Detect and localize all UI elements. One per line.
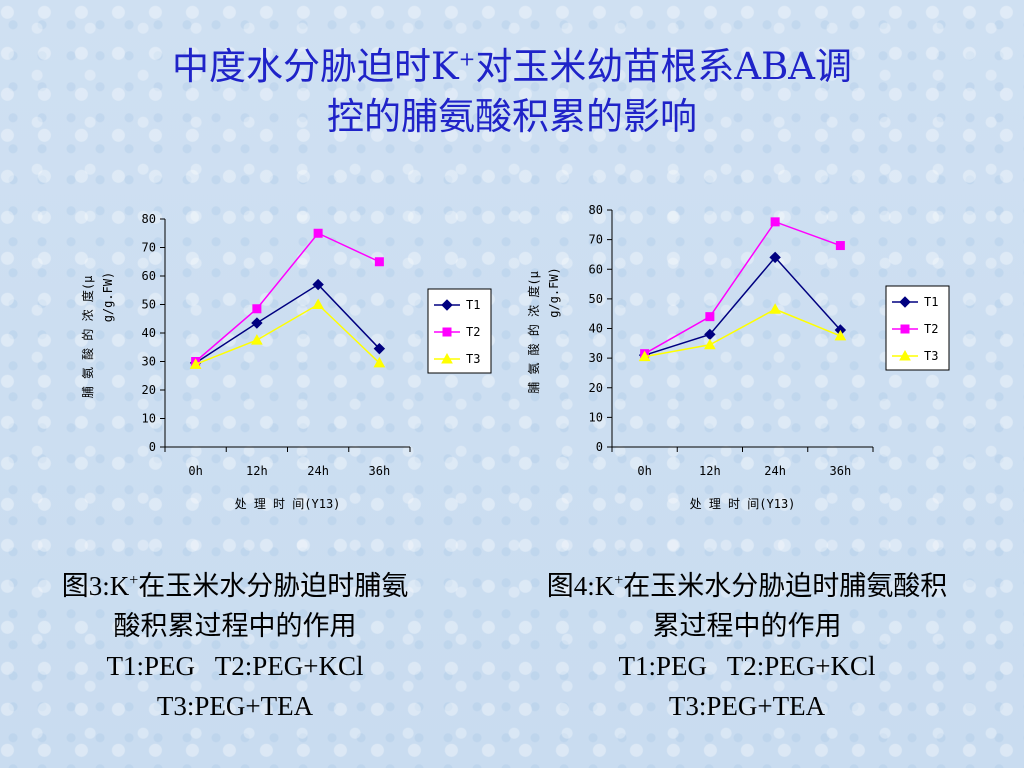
series-line-t3 bbox=[644, 308, 841, 358]
y-tick-label: 50 bbox=[589, 292, 603, 306]
y-axis-label-line-2: g/g.FW) bbox=[547, 267, 561, 318]
series-line-t3 bbox=[195, 303, 380, 366]
caption-treatments: T1:PEG T2:PEG+KCl bbox=[618, 651, 876, 681]
legend-label-t2: T2 bbox=[466, 325, 480, 339]
x-axis-label: 处 理 时 间(Y13) bbox=[235, 497, 341, 511]
data-point-t2 bbox=[313, 228, 323, 238]
y-tick-label: 0 bbox=[149, 440, 156, 454]
chart-figure-3: 0 10 20 30 40 50 60 70 80 0h 12h 24h 36h 处 理 时 间(Y13)… bbox=[40, 190, 530, 530]
title-line-1: 中度水分胁迫时K+对玉米幼苗根系ABA调 bbox=[172, 45, 852, 88]
caption-line-2: 酸积累过程中的作用 bbox=[113, 611, 357, 641]
y-tick-label: 40 bbox=[142, 326, 156, 340]
data-point-t3 bbox=[769, 303, 781, 314]
chart-figure-4: 0 10 20 30 40 50 60 70 80 0h 12h 24h 36h 处 理 时 间(Y13)… bbox=[490, 190, 980, 530]
series-line-t1 bbox=[195, 283, 380, 364]
slide-title: 中度水分胁迫时K+对玉米幼苗根系ABA调 控的脯氨酸积累的影响 bbox=[60, 42, 964, 142]
y-tick-label: 50 bbox=[142, 298, 156, 312]
data-point-t1 bbox=[251, 317, 263, 329]
data-point-t2 bbox=[705, 312, 715, 322]
y-tick-label: 70 bbox=[589, 233, 603, 247]
data-point-t1 bbox=[312, 278, 324, 291]
legend-marker-t3 bbox=[899, 349, 911, 361]
legend-label-t1: T1 bbox=[924, 295, 938, 309]
data-point-t3 bbox=[704, 338, 716, 350]
x-tick-label: 12h bbox=[246, 464, 268, 478]
legend-label-t2: T2 bbox=[924, 322, 938, 336]
caption-rest: 在玉米水分胁迫时脯氨酸积 bbox=[623, 571, 948, 601]
legend-marker-t1 bbox=[899, 296, 911, 308]
caption-treatment-t3: T3:PEG+TEA bbox=[668, 691, 826, 721]
caption-treatments: T1:PEG T2:PEG+KCl bbox=[106, 651, 364, 681]
caption-prefix: 图4:K bbox=[546, 571, 615, 601]
x-tick-label: 0h bbox=[637, 464, 651, 478]
y-axis-label-line-1: 脯 氨 酸 的 浓 度(μ bbox=[526, 271, 541, 394]
caption-superscript: + bbox=[614, 572, 624, 589]
caption-figure-3: 图3:K+在玉米水分胁迫时脯氨 酸积累过程中的作用 T1:PEG T2:PEG+… bbox=[0, 566, 475, 726]
data-point-t3 bbox=[373, 356, 386, 368]
data-point-t3 bbox=[251, 334, 263, 345]
x-tick-label: 36h bbox=[369, 464, 391, 478]
y-tick-label: 30 bbox=[589, 351, 603, 365]
series-line-t2 bbox=[195, 232, 380, 363]
chart-svg-figure-4: 0 10 20 30 40 50 60 70 80 0h 12h 24h 36h 处 理 时 间(Y13)… bbox=[526, 203, 950, 511]
y-tick-label: 80 bbox=[142, 212, 156, 226]
data-point-t2 bbox=[835, 241, 845, 251]
x-tick-label: 24h bbox=[764, 464, 786, 478]
x-tick-label: 12h bbox=[699, 464, 721, 478]
y-axis-label-line-2: g/g.FW) bbox=[101, 272, 115, 323]
x-axis-label: 处 理 时 间(Y13) bbox=[690, 497, 796, 511]
y-axis-label-line-1: 脯 氨 酸 的 浓 度(μ bbox=[80, 276, 95, 399]
y-tick-label: 40 bbox=[589, 322, 603, 336]
legend-marker-t2 bbox=[900, 324, 910, 334]
data-point-t3 bbox=[638, 350, 651, 362]
y-tick-label: 10 bbox=[589, 410, 603, 424]
data-point-t2 bbox=[770, 217, 780, 227]
title-line-2: 控的脯氨酸积累的影响 bbox=[327, 95, 697, 138]
series-line-t1 bbox=[644, 256, 841, 356]
data-point-t3 bbox=[189, 358, 202, 369]
y-tick-label: 20 bbox=[142, 383, 156, 397]
data-point-t3 bbox=[312, 298, 324, 309]
title-part-1: 中度水分胁迫时K bbox=[171, 45, 459, 88]
title-superscript: + bbox=[458, 46, 476, 71]
x-tick-label: 36h bbox=[830, 464, 852, 478]
x-tick-label: 0h bbox=[188, 464, 202, 478]
legend-label-t1: T1 bbox=[466, 298, 480, 312]
y-tick-label: 80 bbox=[589, 203, 603, 217]
series-line-t2 bbox=[644, 220, 841, 355]
data-point-t2 bbox=[374, 257, 384, 267]
legend-marker-t3 bbox=[441, 352, 453, 364]
y-tick-label: 60 bbox=[142, 269, 156, 283]
data-point-t1 bbox=[769, 251, 781, 264]
caption-prefix: 图3:K bbox=[61, 571, 130, 601]
legend-marker-t2 bbox=[442, 327, 452, 337]
legend-marker-t1 bbox=[441, 299, 453, 311]
legend-box bbox=[885, 285, 950, 371]
y-tick-label: 20 bbox=[589, 381, 603, 395]
legend-label-t3: T3 bbox=[466, 352, 480, 366]
legend-box bbox=[427, 288, 492, 374]
data-point-t1 bbox=[373, 342, 386, 355]
data-point-t2 bbox=[252, 304, 262, 314]
caption-line-2: 累过程中的作用 bbox=[652, 611, 842, 641]
caption-rest: 在玉米水分胁迫时脯氨 bbox=[138, 571, 409, 601]
caption-figure-4: 图4:K+在玉米水分胁迫时脯氨酸积 累过程中的作用 T1:PEG T2:PEG+… bbox=[507, 566, 987, 726]
x-tick-label: 24h bbox=[307, 464, 329, 478]
caption-treatment-t3: T3:PEG+TEA bbox=[156, 691, 314, 721]
title-part-2: 对玉米幼苗根系ABA调 bbox=[475, 45, 853, 88]
data-point-t3 bbox=[834, 329, 847, 341]
y-tick-label: 60 bbox=[589, 262, 603, 276]
caption-superscript: + bbox=[129, 572, 139, 589]
y-tick-label: 30 bbox=[142, 355, 156, 369]
chart-svg-figure-3: 0 10 20 30 40 50 60 70 80 0h 12h 24h 36h 处 理 时 间(Y13)… bbox=[80, 212, 492, 511]
y-tick-label: 10 bbox=[142, 412, 156, 426]
y-tick-label: 0 bbox=[596, 440, 603, 454]
legend-label-t3: T3 bbox=[924, 349, 938, 363]
y-tick-label: 70 bbox=[142, 241, 156, 255]
